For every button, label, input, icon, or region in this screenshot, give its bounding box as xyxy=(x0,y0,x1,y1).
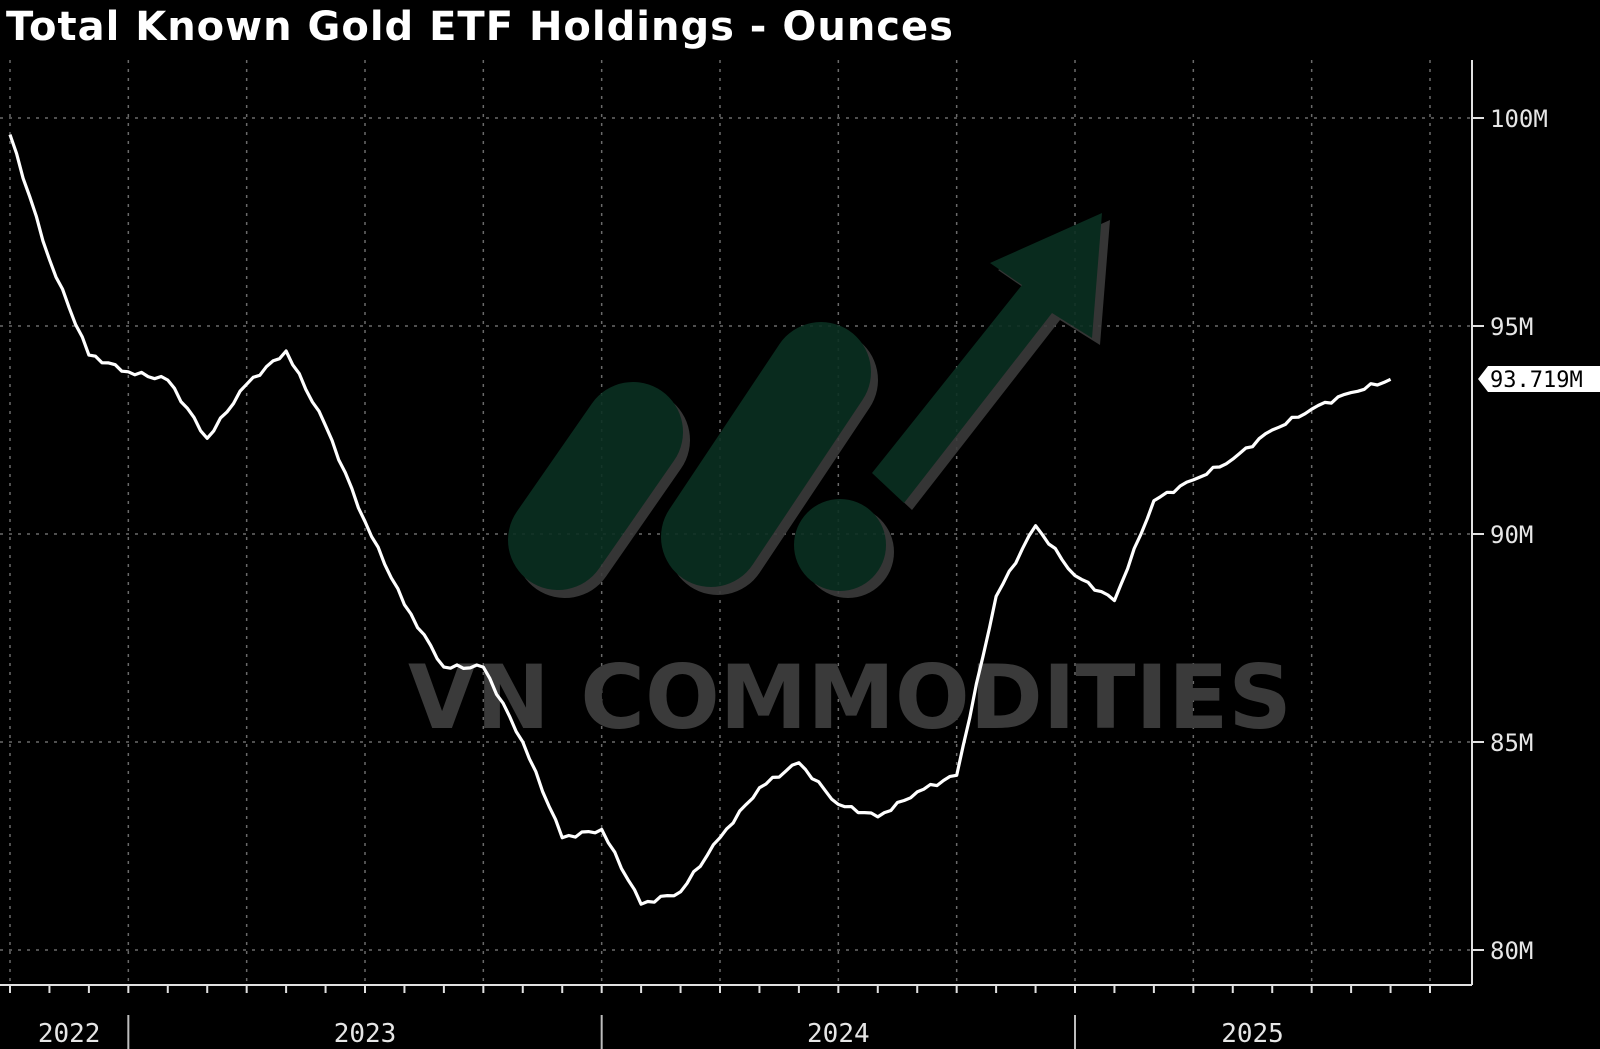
series-line xyxy=(8,134,1392,906)
x-year-label: 2024 xyxy=(807,1019,870,1049)
y-tick-label: 85M xyxy=(1490,729,1533,757)
x-axis-ticks: 2022 2023 2024 2025 xyxy=(9,985,1431,1049)
chart-title: Total Known Gold ETF Holdings - Ounces xyxy=(6,4,954,50)
y-tick-label: 90M xyxy=(1490,521,1533,549)
y-tick-label: 100M xyxy=(1490,105,1548,133)
y-tick-label: 95M xyxy=(1490,313,1533,341)
x-year-label: 2025 xyxy=(1221,1019,1284,1049)
y-tick-label: 80M xyxy=(1490,937,1533,965)
x-year-label: 2023 xyxy=(334,1019,397,1049)
grid xyxy=(0,60,1472,985)
last-value-label: 93.719M xyxy=(1490,368,1583,393)
last-value-marker: 93.719M xyxy=(1478,366,1600,393)
watermark-text: VN COMMODITIES xyxy=(408,646,1292,749)
watermark-logo xyxy=(508,213,1110,598)
x-year-label: 2022 xyxy=(38,1019,101,1049)
y-axis-ticks: 80M 85M 90M 95M 100M xyxy=(1472,105,1548,965)
